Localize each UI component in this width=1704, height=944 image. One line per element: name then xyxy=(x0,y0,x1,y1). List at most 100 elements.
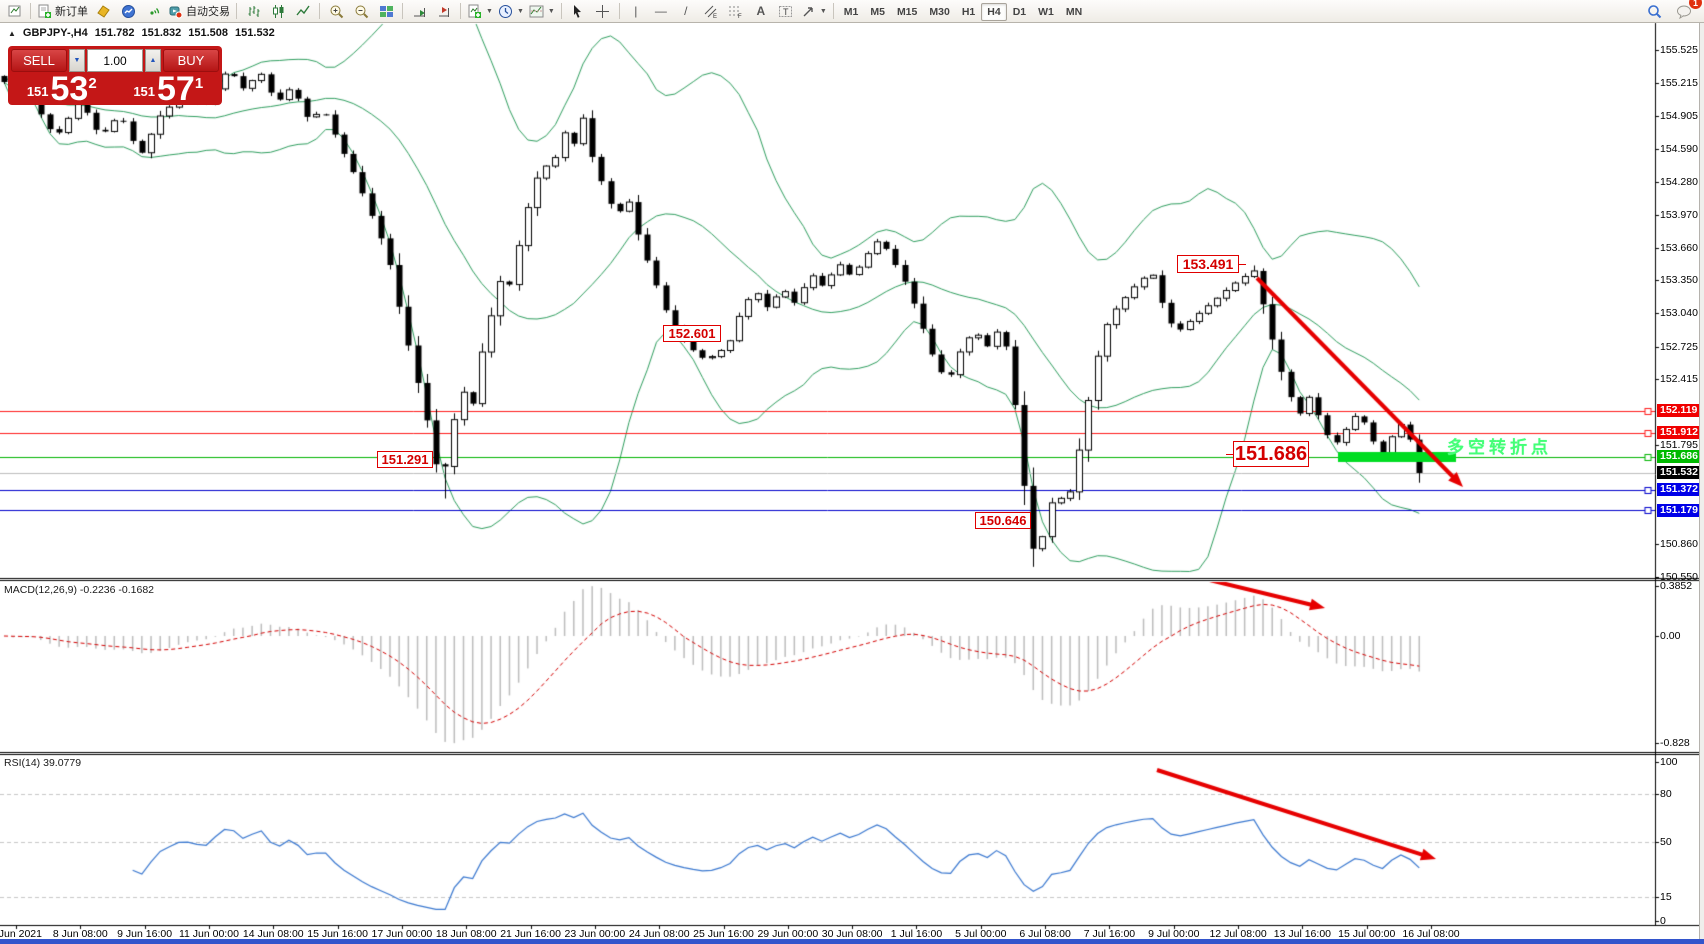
arrows-button[interactable]: ▼ xyxy=(799,1,829,21)
text-button[interactable]: A xyxy=(749,1,773,21)
time-axis-label: 30 Jun 08:00 xyxy=(821,928,883,940)
timeframe-h4[interactable]: H4 xyxy=(981,3,1007,21)
new-order-button[interactable]: 新订单 xyxy=(35,1,90,21)
cursor-icon xyxy=(574,4,582,18)
market-watch-button[interactable] xyxy=(116,1,140,21)
price-callout[interactable]: 151.686 xyxy=(1226,441,1309,467)
price-line-label: 151.532 xyxy=(1657,466,1704,480)
price-line-label: 151.912 xyxy=(1657,426,1704,440)
market-watch-icon xyxy=(121,4,135,18)
cursor-button[interactable] xyxy=(566,1,590,21)
price-callout[interactable]: 153.491 xyxy=(1177,255,1246,273)
macd-axis-label: 0.00 xyxy=(1660,630,1681,642)
toolbar-separator xyxy=(460,3,461,19)
timeframe-d1[interactable]: D1 xyxy=(1012,6,1027,18)
timeframe-h1[interactable]: H1 xyxy=(961,6,976,18)
rsi-axis-label: 50 xyxy=(1660,835,1672,848)
indicators-icon xyxy=(468,4,481,18)
fibonacci-button[interactable]: F xyxy=(724,1,748,21)
svg-text:T: T xyxy=(783,7,789,17)
text-icon: A xyxy=(756,4,766,18)
buy-button[interactable]: BUY xyxy=(163,49,219,72)
sell-price-big: 53 xyxy=(50,70,89,108)
price-axis-label: 151.795 xyxy=(1660,439,1698,452)
sell-button[interactable]: SELL xyxy=(11,49,67,72)
search-icon xyxy=(1647,4,1661,18)
new-chart-icon xyxy=(8,5,20,17)
timeframe-mn[interactable]: MN xyxy=(1065,6,1083,18)
channel-button[interactable]: E xyxy=(699,1,723,21)
price-callout[interactable]: 151.291 xyxy=(377,451,433,468)
rsi-axis-label: 100 xyxy=(1660,756,1678,768)
toolbar-separator xyxy=(319,3,320,19)
zoom-out-button[interactable] xyxy=(349,1,373,21)
timeframe-m30[interactable]: M30 xyxy=(929,6,950,18)
bar-chart-button[interactable] xyxy=(241,1,265,21)
lot-decrease-button[interactable]: ▼ xyxy=(69,49,85,72)
timeframe-m15[interactable]: M15 xyxy=(896,6,918,18)
horizontal-line-button[interactable]: — xyxy=(649,1,673,21)
line-chart-button[interactable] xyxy=(291,1,315,21)
templates-button[interactable]: ▼ xyxy=(527,1,557,21)
vertical-line-button[interactable]: | xyxy=(624,1,648,21)
toolbar-separator xyxy=(560,3,562,19)
dropdown-caret-icon: ▼ xyxy=(547,7,555,15)
candlestick-icon xyxy=(272,4,283,18)
lot-size-input[interactable] xyxy=(87,49,143,72)
chart-shift-button[interactable] xyxy=(432,1,456,21)
price-axis-label: 153.350 xyxy=(1660,274,1698,287)
new-chart-button[interactable] xyxy=(2,1,26,21)
auto-scroll-button[interactable] xyxy=(407,1,431,21)
candlestick-chart-button[interactable] xyxy=(266,1,290,21)
autotrading-icon xyxy=(169,6,183,18)
collapse-triangle-icon[interactable]: ▲ xyxy=(8,28,16,38)
time-axis-label: 23 Jun 00:00 xyxy=(564,928,626,940)
price-axis-label: 154.280 xyxy=(1660,175,1698,188)
sell-price-prefix: 151 xyxy=(26,84,49,99)
signals-icon xyxy=(149,7,159,15)
auto-scroll-icon xyxy=(413,7,425,17)
timeframe-m5[interactable]: M5 xyxy=(870,6,885,18)
time-axis-label: 16 Jul 08:00 xyxy=(1402,928,1460,940)
metaeditor-button[interactable] xyxy=(91,1,115,21)
time-axis-label: 5 Jul 00:00 xyxy=(955,928,1007,940)
autotrading-label: 自动交易 xyxy=(186,6,230,18)
tile-windows-button[interactable] xyxy=(374,1,398,21)
autotrading-button[interactable]: 自动交易 xyxy=(166,1,232,21)
text-label-button[interactable]: T xyxy=(774,1,798,21)
turning-point-annotation[interactable]: 多空转折点 xyxy=(1447,438,1552,457)
indicators-button[interactable]: ▼ xyxy=(465,1,495,21)
crosshair-button[interactable] xyxy=(591,1,615,21)
macd-axis-label: 0.3852 xyxy=(1660,580,1693,593)
rsi-axis-label: 15 xyxy=(1660,891,1672,904)
timeframe-w1[interactable]: W1 xyxy=(1038,6,1054,18)
zoom-in-icon xyxy=(330,5,343,18)
equidistant-channel-icon: E xyxy=(704,5,717,19)
price-axis-label: 154.590 xyxy=(1660,143,1698,156)
zoom-in-button[interactable] xyxy=(324,1,348,21)
lot-increase-button[interactable]: ▲ xyxy=(145,49,161,72)
search-button[interactable] xyxy=(1642,1,1666,21)
price-callout[interactable]: 152.601 xyxy=(663,325,721,342)
toolbar-separator xyxy=(236,3,237,19)
time-axis-label: 6 Jul 08:00 xyxy=(1019,928,1071,940)
bar-chart-icon xyxy=(248,5,259,17)
time-axis-label: 14 Jun 08:00 xyxy=(242,928,304,940)
trendline-button[interactable]: / xyxy=(674,1,698,21)
price-line-label: 151.372 xyxy=(1657,483,1704,497)
price-axis-label: 155.215 xyxy=(1660,76,1698,89)
rsi-axis-label: 0 xyxy=(1660,915,1666,927)
timeframe-m1[interactable]: M1 xyxy=(843,6,859,18)
time-axis-label: 9 Jul 00:00 xyxy=(1148,928,1200,940)
notifications-button[interactable]: 1 xyxy=(1672,0,1702,21)
periods-button[interactable]: ▼ xyxy=(496,1,526,21)
price-callout[interactable]: 150.646 xyxy=(975,512,1031,529)
sell-price[interactable]: 151 53 2 xyxy=(11,70,113,108)
buy-price[interactable]: 151 57 1 xyxy=(118,72,220,106)
zoom-out-icon xyxy=(355,5,368,18)
rsi-indicator-label: RSI(14) 39.0779 xyxy=(4,757,81,769)
vertical-line-icon: | xyxy=(634,4,638,18)
signals-button[interactable] xyxy=(141,1,165,21)
